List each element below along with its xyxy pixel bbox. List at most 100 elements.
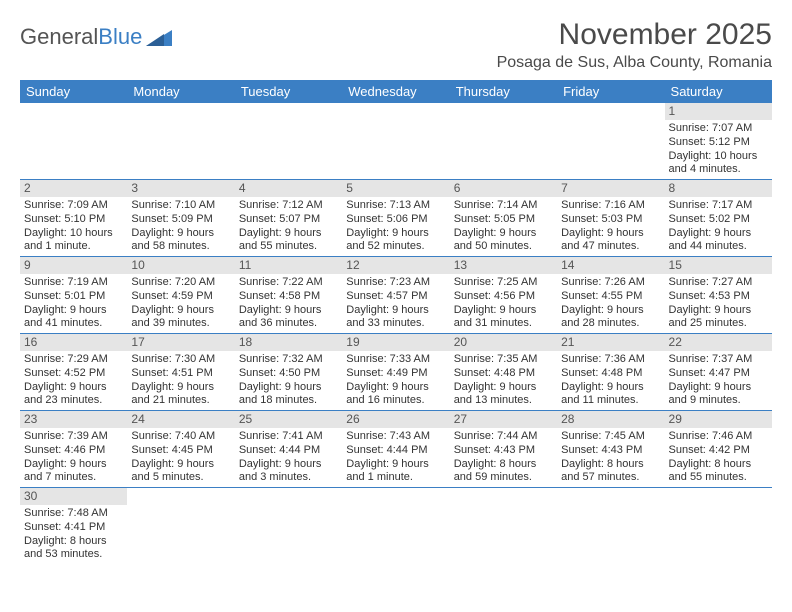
daylight-line2: and 53 minutes. (24, 548, 123, 562)
weekday-friday: Friday (557, 80, 664, 103)
sunset-text: Sunset: 5:12 PM (669, 136, 768, 150)
sunset-text: Sunset: 4:47 PM (669, 367, 768, 381)
day-number: 8 (665, 180, 772, 197)
day-number: 28 (557, 411, 664, 428)
daylight-line2: and 3 minutes. (239, 471, 338, 485)
sunset-text: Sunset: 4:48 PM (454, 367, 553, 381)
daylight-line2: and 25 minutes. (669, 317, 768, 331)
day-number: 12 (342, 257, 449, 274)
day-number: 2 (20, 180, 127, 197)
sunset-text: Sunset: 4:55 PM (561, 290, 660, 304)
day-cell (235, 488, 342, 564)
day-number: 1 (665, 103, 772, 120)
title-block: November 2025 Posaga de Sus, Alba County… (497, 18, 772, 72)
daylight-line1: Daylight: 9 hours (239, 227, 338, 241)
day-cell (20, 103, 127, 179)
weekday-monday: Monday (127, 80, 234, 103)
logo-triangle-icon (146, 28, 172, 46)
day-body: Sunrise: 7:32 AMSunset: 4:50 PMDaylight:… (235, 352, 342, 410)
day-number: 10 (127, 257, 234, 274)
location: Posaga de Sus, Alba County, Romania (497, 54, 772, 72)
daylight-line1: Daylight: 9 hours (24, 381, 123, 395)
day-cell: 11Sunrise: 7:22 AMSunset: 4:58 PMDayligh… (235, 257, 342, 333)
sunrise-text: Sunrise: 7:13 AM (346, 199, 445, 213)
daylight-line2: and 18 minutes. (239, 394, 338, 408)
day-cell: 14Sunrise: 7:26 AMSunset: 4:55 PMDayligh… (557, 257, 664, 333)
sunset-text: Sunset: 4:44 PM (346, 444, 445, 458)
daylight-line1: Daylight: 10 hours (669, 150, 768, 164)
week-row: 1Sunrise: 7:07 AMSunset: 5:12 PMDaylight… (20, 103, 772, 180)
day-number: 24 (127, 411, 234, 428)
day-body: Sunrise: 7:45 AMSunset: 4:43 PMDaylight:… (557, 429, 664, 487)
daylight-line1: Daylight: 8 hours (454, 458, 553, 472)
daylight-line2: and 36 minutes. (239, 317, 338, 331)
day-cell (342, 488, 449, 564)
sunset-text: Sunset: 4:49 PM (346, 367, 445, 381)
daylight-line1: Daylight: 8 hours (561, 458, 660, 472)
sunrise-text: Sunrise: 7:36 AM (561, 353, 660, 367)
day-body: Sunrise: 7:13 AMSunset: 5:06 PMDaylight:… (342, 198, 449, 256)
day-number: 25 (235, 411, 342, 428)
daylight-line2: and 11 minutes. (561, 394, 660, 408)
day-body: Sunrise: 7:29 AMSunset: 4:52 PMDaylight:… (20, 352, 127, 410)
sunset-text: Sunset: 5:03 PM (561, 213, 660, 227)
day-number: 27 (450, 411, 557, 428)
logo-text-blue: Blue (98, 24, 142, 50)
day-cell: 5Sunrise: 7:13 AMSunset: 5:06 PMDaylight… (342, 180, 449, 256)
sunset-text: Sunset: 4:53 PM (669, 290, 768, 304)
daylight-line2: and 1 minute. (24, 240, 123, 254)
week-row: 16Sunrise: 7:29 AMSunset: 4:52 PMDayligh… (20, 334, 772, 411)
daylight-line1: Daylight: 9 hours (669, 381, 768, 395)
day-body: Sunrise: 7:40 AMSunset: 4:45 PMDaylight:… (127, 429, 234, 487)
header: GeneralBlue November 2025 Posaga de Sus,… (20, 18, 772, 72)
week-row: 9Sunrise: 7:19 AMSunset: 5:01 PMDaylight… (20, 257, 772, 334)
daylight-line2: and 33 minutes. (346, 317, 445, 331)
daylight-line2: and 57 minutes. (561, 471, 660, 485)
daylight-line2: and 59 minutes. (454, 471, 553, 485)
daylight-line2: and 7 minutes. (24, 471, 123, 485)
day-cell (557, 488, 664, 564)
day-number: 21 (557, 334, 664, 351)
daylight-line1: Daylight: 9 hours (239, 304, 338, 318)
day-body: Sunrise: 7:07 AMSunset: 5:12 PMDaylight:… (665, 121, 772, 179)
daylight-line1: Daylight: 9 hours (561, 381, 660, 395)
day-body: Sunrise: 7:37 AMSunset: 4:47 PMDaylight:… (665, 352, 772, 410)
day-cell: 3Sunrise: 7:10 AMSunset: 5:09 PMDaylight… (127, 180, 234, 256)
sunrise-text: Sunrise: 7:27 AM (669, 276, 768, 290)
sunrise-text: Sunrise: 7:41 AM (239, 430, 338, 444)
week-row: 2Sunrise: 7:09 AMSunset: 5:10 PMDaylight… (20, 180, 772, 257)
day-cell: 2Sunrise: 7:09 AMSunset: 5:10 PMDaylight… (20, 180, 127, 256)
day-body: Sunrise: 7:33 AMSunset: 4:49 PMDaylight:… (342, 352, 449, 410)
daylight-line2: and 47 minutes. (561, 240, 660, 254)
day-cell (557, 103, 664, 179)
day-body: Sunrise: 7:20 AMSunset: 4:59 PMDaylight:… (127, 275, 234, 333)
day-number: 29 (665, 411, 772, 428)
sunset-text: Sunset: 4:59 PM (131, 290, 230, 304)
sunset-text: Sunset: 4:52 PM (24, 367, 123, 381)
day-body: Sunrise: 7:25 AMSunset: 4:56 PMDaylight:… (450, 275, 557, 333)
daylight-line2: and 50 minutes. (454, 240, 553, 254)
day-cell: 21Sunrise: 7:36 AMSunset: 4:48 PMDayligh… (557, 334, 664, 410)
day-cell: 4Sunrise: 7:12 AMSunset: 5:07 PMDaylight… (235, 180, 342, 256)
day-number: 15 (665, 257, 772, 274)
daylight-line2: and 13 minutes. (454, 394, 553, 408)
day-body: Sunrise: 7:23 AMSunset: 4:57 PMDaylight:… (342, 275, 449, 333)
sunrise-text: Sunrise: 7:39 AM (24, 430, 123, 444)
sunset-text: Sunset: 4:43 PM (454, 444, 553, 458)
day-cell: 8Sunrise: 7:17 AMSunset: 5:02 PMDaylight… (665, 180, 772, 256)
sunset-text: Sunset: 4:50 PM (239, 367, 338, 381)
sunset-text: Sunset: 4:41 PM (24, 521, 123, 535)
daylight-line1: Daylight: 9 hours (346, 381, 445, 395)
day-body: Sunrise: 7:30 AMSunset: 4:51 PMDaylight:… (127, 352, 234, 410)
day-cell: 1Sunrise: 7:07 AMSunset: 5:12 PMDaylight… (665, 103, 772, 179)
weekday-thursday: Thursday (450, 80, 557, 103)
sunrise-text: Sunrise: 7:35 AM (454, 353, 553, 367)
daylight-line1: Daylight: 9 hours (131, 381, 230, 395)
day-body: Sunrise: 7:16 AMSunset: 5:03 PMDaylight:… (557, 198, 664, 256)
sunset-text: Sunset: 4:56 PM (454, 290, 553, 304)
daylight-line1: Daylight: 10 hours (24, 227, 123, 241)
day-body: Sunrise: 7:10 AMSunset: 5:09 PMDaylight:… (127, 198, 234, 256)
sunrise-text: Sunrise: 7:48 AM (24, 507, 123, 521)
daylight-line2: and 55 minutes. (669, 471, 768, 485)
sunrise-text: Sunrise: 7:16 AM (561, 199, 660, 213)
